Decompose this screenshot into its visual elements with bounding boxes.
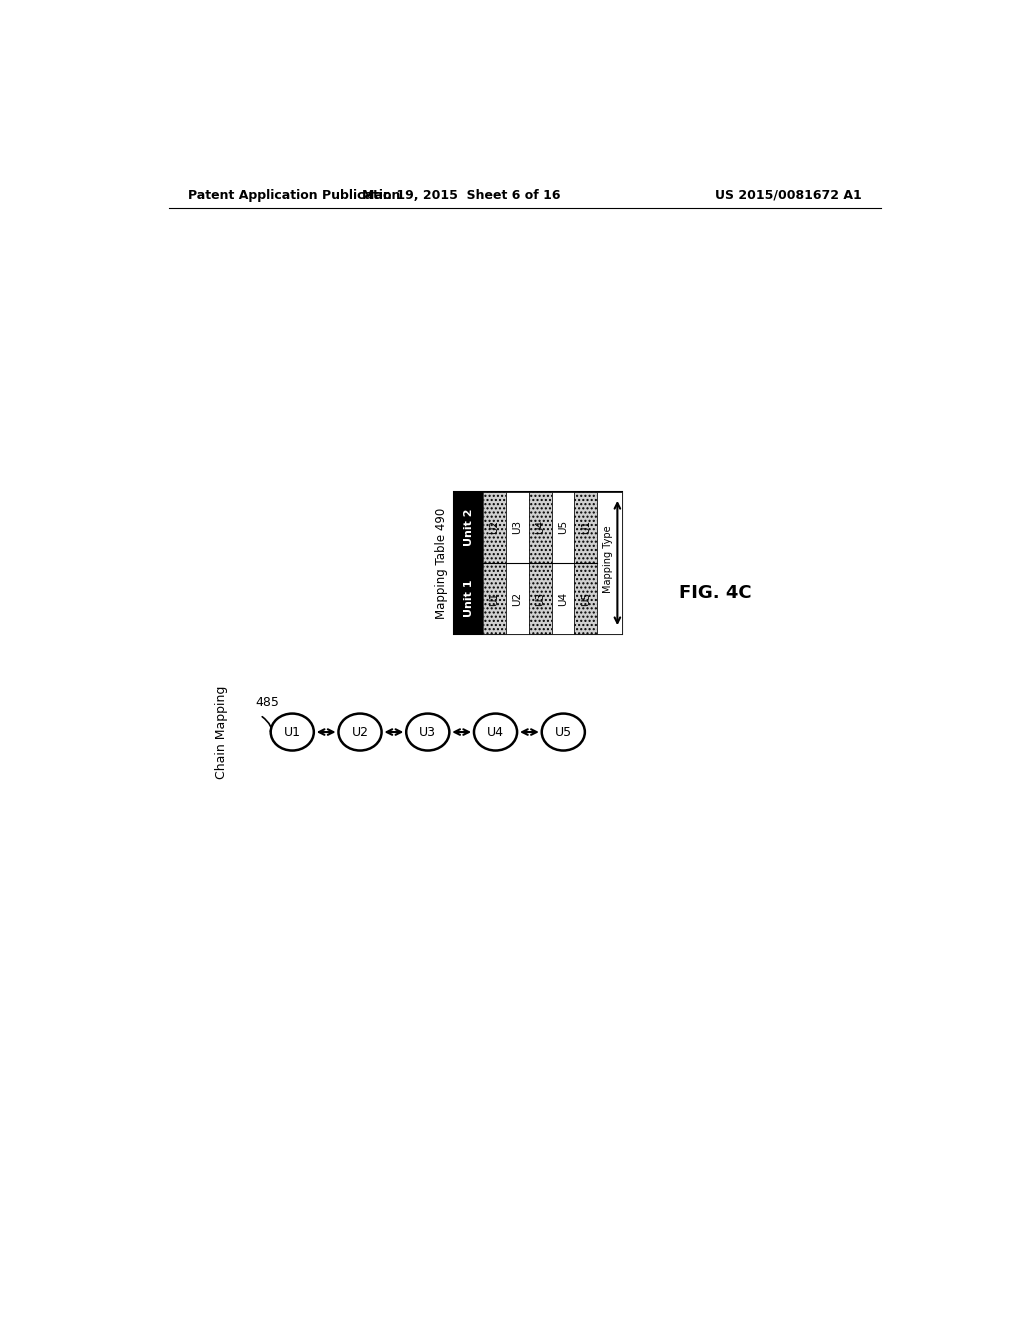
- Bar: [454, 492, 483, 635]
- Text: U3: U3: [512, 520, 522, 535]
- Text: U4: U4: [487, 726, 504, 739]
- Text: U1: U1: [284, 726, 301, 739]
- Bar: [454, 492, 622, 635]
- Text: Patent Application Publication: Patent Application Publication: [188, 189, 400, 202]
- Ellipse shape: [270, 714, 313, 751]
- Text: Mapping Type: Mapping Type: [603, 525, 613, 593]
- Bar: [597, 492, 622, 635]
- Text: U3: U3: [419, 726, 436, 739]
- Ellipse shape: [542, 714, 585, 751]
- Text: FIG. 4C: FIG. 4C: [680, 585, 752, 602]
- Text: U2: U2: [489, 520, 500, 535]
- Text: U1: U1: [581, 520, 591, 535]
- Text: Mapping Table 490: Mapping Table 490: [435, 507, 447, 619]
- Text: Chain Mapping: Chain Mapping: [215, 685, 228, 779]
- Text: 485: 485: [255, 696, 280, 709]
- Bar: [574, 492, 597, 635]
- Text: Mar. 19, 2015  Sheet 6 of 16: Mar. 19, 2015 Sheet 6 of 16: [362, 189, 561, 202]
- Bar: [506, 492, 528, 635]
- Text: Unit 1: Unit 1: [464, 579, 473, 618]
- Text: U5: U5: [558, 520, 568, 535]
- Text: Unit 2: Unit 2: [464, 508, 473, 546]
- Text: U4: U4: [558, 591, 568, 606]
- Bar: [552, 492, 574, 635]
- Text: US 2015/0081672 A1: US 2015/0081672 A1: [716, 189, 862, 202]
- Text: U1: U1: [489, 591, 500, 606]
- Bar: [483, 492, 506, 635]
- Ellipse shape: [474, 714, 517, 751]
- Text: U2: U2: [512, 591, 522, 606]
- Text: U5: U5: [555, 726, 571, 739]
- Text: U5: U5: [581, 591, 591, 606]
- Text: U3: U3: [536, 591, 545, 606]
- Text: U2: U2: [351, 726, 369, 739]
- Bar: [528, 492, 552, 635]
- Text: U4: U4: [536, 520, 545, 535]
- Ellipse shape: [339, 714, 382, 751]
- Ellipse shape: [407, 714, 450, 751]
